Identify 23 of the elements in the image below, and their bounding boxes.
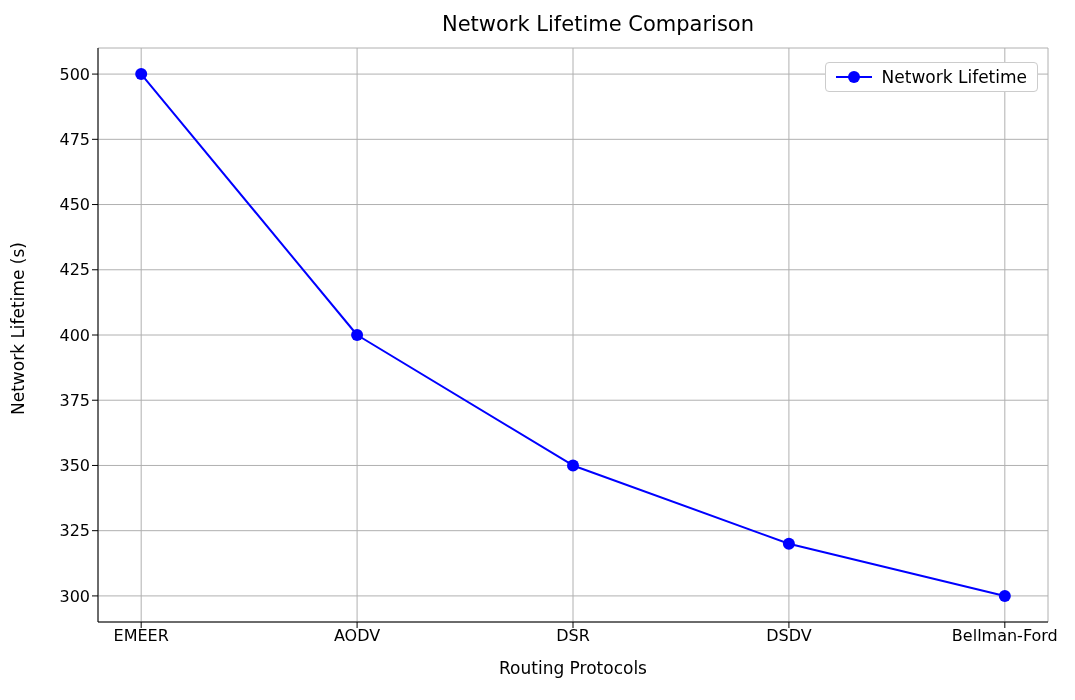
point — [782, 537, 795, 550]
y-tick-label: 450 — [59, 195, 90, 215]
y-tick-label: 375 — [59, 390, 90, 410]
y-tick-label: 425 — [59, 260, 90, 280]
y-tick-label: 475 — [59, 130, 90, 149]
point — [351, 329, 364, 341]
point — [567, 459, 579, 472]
legend-label: Network Lifetime — [881, 67, 1027, 87]
x-tick-label: EMEER — [113, 626, 169, 646]
chart-title: Network Lifetime Comparison — [440, 11, 756, 38]
y-tick-label: 400 — [59, 325, 90, 345]
x-tick-label: DSDV — [766, 626, 812, 646]
x-tick-label: Bellman-Ford — [951, 626, 1058, 646]
y-axis-title: Network Lifetime (s) — [8, 242, 29, 415]
point — [135, 68, 148, 81]
y-tick-label: 500 — [59, 64, 90, 84]
y-tick-label: 350 — [59, 456, 90, 476]
x-tick-label: DSR — [556, 626, 590, 646]
y-tick-label: 300 — [59, 586, 90, 606]
x-tick-label: AODV — [333, 626, 381, 646]
y-tick-label: 325 — [59, 521, 90, 541]
point — [998, 589, 1011, 602]
x-axis-title: Routing Protocols — [499, 658, 648, 678]
